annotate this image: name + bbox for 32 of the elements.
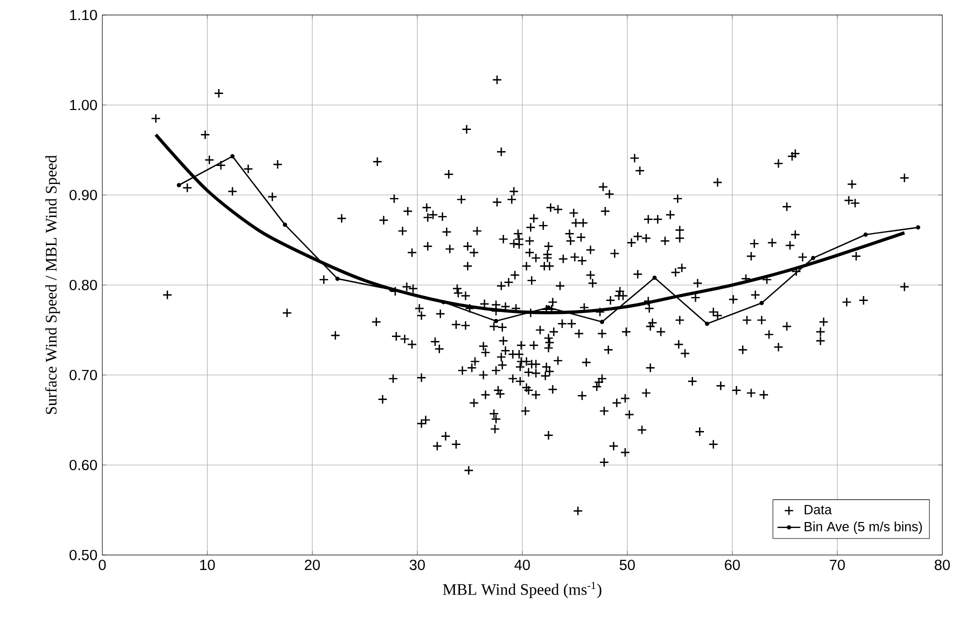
x-tick-label: 10 (200, 560, 215, 570)
y-axis-title: Surface Wind Speed / MBL Wind Speed (45, 155, 60, 414)
y-tick-label: 0.70 (70, 370, 97, 380)
y-tick-label: 0.60 (70, 460, 97, 470)
point (760, 300, 764, 306)
point (335, 276, 340, 281)
y-tick-label: 1.10 (70, 10, 97, 20)
point (282, 222, 288, 227)
point (494, 318, 498, 324)
x-tick-label: 50 (620, 560, 635, 570)
point (916, 225, 920, 230)
legend-label: Data (804, 505, 832, 514)
point (230, 154, 235, 158)
point (863, 232, 868, 237)
point (810, 256, 816, 260)
x-tick-label: 20 (304, 560, 320, 570)
y-tick-label: 0.90 (70, 190, 97, 200)
point (176, 182, 182, 188)
y-tick-label: 1.00 (70, 100, 97, 110)
x-tick-label: 70 (830, 560, 845, 570)
x-axis-title: MBL Wind Speed (ms$^{-1}$) (442, 582, 602, 598)
point (704, 322, 710, 326)
point (600, 320, 604, 324)
y-tick-label: 0.50 (70, 550, 97, 560)
y-tick-label: 0.80 (70, 280, 97, 290)
x-tick-label: 30 (410, 560, 425, 570)
x-tick-label: 40 (514, 560, 530, 570)
x-tick-label: 80 (934, 560, 950, 570)
point (652, 276, 657, 280)
legend-label: Bin Ave (5 m/s bins) (804, 522, 922, 534)
x-tick-label: 0 (98, 560, 106, 570)
x-tick-label: 60 (724, 560, 740, 570)
